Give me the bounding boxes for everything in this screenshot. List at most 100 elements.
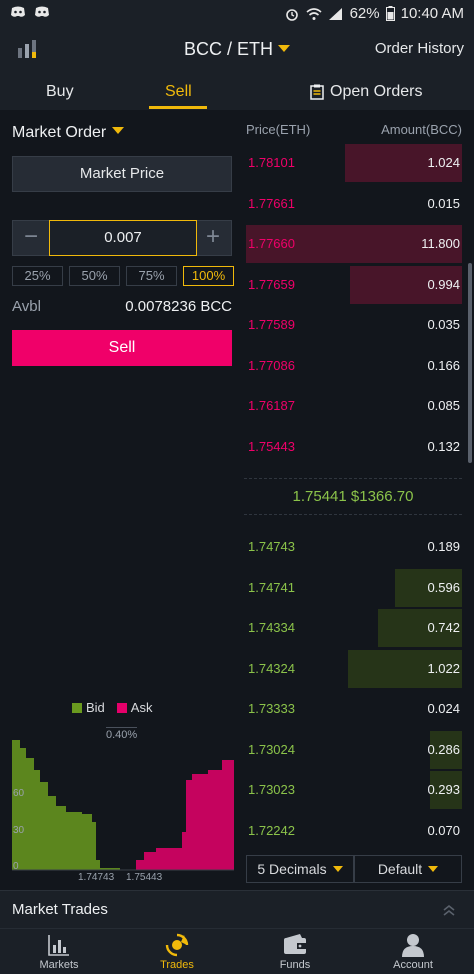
ask-row[interactable]: 1.77660 11.800 <box>246 225 462 263</box>
available-label: Avbl <box>12 298 41 315</box>
ask-row[interactable]: 1.76187 0.085 <box>246 387 462 425</box>
discord-icon <box>35 6 49 17</box>
nav-funds-label: Funds <box>279 959 311 971</box>
bid-depth-area <box>12 740 120 870</box>
percent-100-button[interactable]: 100% <box>183 266 234 286</box>
bid-row[interactable]: 1.74743 0.189 <box>246 528 462 566</box>
order-type-label: Market Order <box>12 124 107 141</box>
tab-buy[interactable]: Buy <box>46 83 74 100</box>
amount-column-header: Amount(BCC) <box>381 122 462 137</box>
percent-selector: 25% 50% 75% 100% <box>12 266 234 286</box>
available-value: 0.0078236 BCC <box>125 298 232 315</box>
ask-row[interactable]: 1.78101 1.024 <box>246 144 462 182</box>
nav-account[interactable]: Account <box>354 931 472 971</box>
ask-row[interactable]: 1.77661 0.015 <box>246 185 462 223</box>
mode-dropdown[interactable]: Default <box>354 855 462 883</box>
bid-depth-bar <box>429 730 462 769</box>
tab-sell[interactable]: Sell <box>165 83 192 100</box>
bid-price: 1.74334 <box>248 620 295 635</box>
ask-row[interactable]: 1.77086 0.166 <box>246 347 462 385</box>
ask-depth-area <box>136 760 234 870</box>
order-book-controls: 5 Decimals Default <box>246 855 462 883</box>
bid-row[interactable]: 1.74334 0.742 <box>246 609 462 647</box>
decrement-button[interactable]: − <box>23 223 38 250</box>
last-price-usd: $1366.70 <box>350 488 414 505</box>
y-tick-60: 60 <box>13 788 25 799</box>
chevron-up-icon[interactable] <box>442 903 456 917</box>
quantity-input[interactable]: 0.007 <box>49 220 197 256</box>
sell-button[interactable]: Sell <box>12 330 232 366</box>
tab-open-orders[interactable]: Open Orders <box>310 83 422 101</box>
last-price-eth: 1.75441 <box>292 488 347 505</box>
discord-icon <box>11 6 25 17</box>
ask-amount: 11.800 <box>421 236 460 251</box>
ask-amount: 0.035 <box>427 317 460 332</box>
decimals-dropdown[interactable]: 5 Decimals <box>246 855 354 883</box>
clock: 10:40 AM <box>400 5 464 22</box>
bid-row[interactable]: 1.74741 0.596 <box>246 568 462 607</box>
clipboard-icon <box>310 84 324 100</box>
account-icon <box>402 934 424 957</box>
legend-ask: Ask <box>116 700 153 715</box>
bid-price: 1.74324 <box>248 660 295 676</box>
bid-price: 1.72242 <box>248 822 295 838</box>
ask-depth-bar <box>246 225 462 263</box>
wallet-icon <box>284 934 306 954</box>
caret-down-icon <box>112 127 125 134</box>
app-header: BCC / ETH Order History <box>0 26 474 72</box>
caret-down-icon <box>332 866 343 872</box>
ask-amount: 1.024 <box>427 155 460 170</box>
ask-row[interactable]: 1.75443 0.132 <box>246 428 462 466</box>
y-tick-0: 0 <box>13 861 19 872</box>
bid-row[interactable]: 1.73024 0.286 <box>246 730 462 769</box>
order-book-header: Price(ETH) Amount(BCC) <box>246 122 462 137</box>
percent-75-button[interactable]: 75% <box>126 266 177 286</box>
bid-price: 1.74743 <box>248 539 295 554</box>
ask-row[interactable]: 1.77659 0.994 <box>246 265 462 304</box>
market-trades-bar[interactable]: Market Trades <box>0 890 474 928</box>
scrollbar[interactable] <box>468 263 472 463</box>
signal-icon <box>328 7 342 20</box>
ask-price: 1.75443 <box>248 438 295 454</box>
order-history-link[interactable]: Order History <box>374 40 464 57</box>
ask-amount: 0.994 <box>427 276 460 292</box>
order-book: Price(ETH) Amount(BCC) 1.78101 1.024 1.776… <box>244 110 474 890</box>
depth-legend: Bid Ask <box>72 700 152 715</box>
chart-menu-icon[interactable] <box>16 38 40 60</box>
depth-chart: Bid Ask 0.40% 60 30 0 1.74743 1.75443 <box>12 700 234 880</box>
order-type-dropdown[interactable]: Market Order <box>12 124 125 142</box>
nav-markets[interactable]: Markets <box>0 931 118 971</box>
bid-row[interactable]: 1.73023 0.293 <box>246 771 462 809</box>
bid-depth-bar <box>347 649 462 688</box>
legend-ask-label: Ask <box>130 700 153 715</box>
bid-swatch <box>72 703 82 713</box>
battery-percent: 62% <box>349 5 380 22</box>
bid-amount: 0.070 <box>427 822 460 838</box>
nav-markets-label: Markets <box>39 959 79 971</box>
bid-amount: 1.022 <box>427 660 460 676</box>
price-field[interactable]: Market Price <box>12 156 232 192</box>
ask-row[interactable]: 1.77589 0.035 <box>246 306 462 344</box>
increment-button[interactable]: + <box>205 223 220 250</box>
bid-depth-bar <box>377 609 462 647</box>
alarm-icon <box>285 8 298 21</box>
market-trades-label: Market Trades <box>12 901 108 918</box>
price-column-header: Price(ETH) <box>246 122 311 137</box>
percent-25-button[interactable]: 25% <box>12 266 63 286</box>
percent-50-button[interactable]: 50% <box>69 266 120 286</box>
nav-trades[interactable]: Trades <box>118 931 236 971</box>
pair-selector[interactable]: BCC / ETH <box>0 39 474 60</box>
bid-amount: 0.742 <box>427 620 460 635</box>
nav-funds[interactable]: Funds <box>236 931 354 971</box>
divider <box>244 514 462 515</box>
ask-amount: 0.166 <box>427 357 460 373</box>
markets-icon <box>48 935 69 956</box>
bid-price: 1.74741 <box>248 579 295 595</box>
ask-price: 1.77086 <box>248 357 295 373</box>
ask-price: 1.77661 <box>248 195 295 211</box>
last-price[interactable]: 1.75441 $1366.70 <box>244 488 462 505</box>
bid-row[interactable]: 1.72242 0.070 <box>246 812 462 850</box>
bid-row[interactable]: 1.74324 1.022 <box>246 649 462 688</box>
bid-row[interactable]: 1.73333 0.024 <box>246 690 462 728</box>
spread-percent: 0.40% <box>106 727 138 741</box>
